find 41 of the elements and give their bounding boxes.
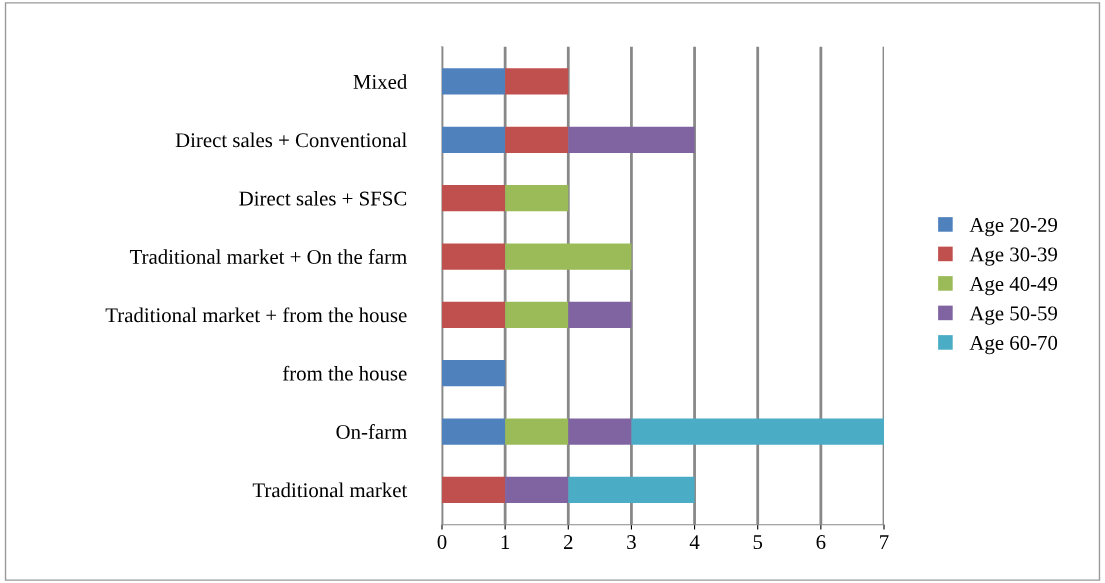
bar bbox=[442, 418, 506, 445]
x-tick-label: 3 bbox=[627, 535, 636, 550]
bar bbox=[568, 126, 695, 153]
bar bbox=[505, 185, 569, 212]
legend-label: Age 20-29 bbox=[969, 217, 1058, 237]
legend-label: Age 60-70 bbox=[969, 335, 1058, 355]
x-tick-label: 7 bbox=[880, 535, 889, 549]
legend-label: Age 40-49 bbox=[969, 276, 1058, 296]
y-tick-label: Traditional market + On the farm bbox=[129, 249, 407, 264]
legend-label: Age 50-59 bbox=[969, 306, 1058, 325]
bar bbox=[505, 68, 569, 95]
x-tick-label: 0 bbox=[437, 535, 447, 550]
y-tick-label: from the house bbox=[282, 365, 407, 381]
y-tick-label: Traditional market bbox=[252, 482, 408, 498]
y-tick-label: On-farm bbox=[336, 424, 407, 439]
bar bbox=[442, 243, 506, 270]
y-tick-label: Direct sales + SFSC bbox=[239, 190, 407, 206]
bar bbox=[568, 476, 695, 503]
bar bbox=[505, 243, 632, 270]
bar bbox=[442, 185, 506, 212]
y-tick-label: Mixed bbox=[353, 74, 408, 89]
bar bbox=[568, 301, 632, 328]
bar bbox=[442, 360, 506, 387]
bar bbox=[505, 126, 569, 153]
bar bbox=[442, 68, 506, 95]
bar bbox=[568, 418, 632, 445]
bar bbox=[442, 476, 506, 503]
x-tick-label: 6 bbox=[816, 535, 826, 550]
bar bbox=[505, 476, 569, 503]
x-tick-label: 5 bbox=[753, 535, 763, 550]
bar bbox=[505, 301, 569, 328]
x-tick-label: 4 bbox=[689, 535, 700, 549]
x-tick-label: 1 bbox=[501, 535, 510, 549]
bar bbox=[442, 301, 506, 328]
legend-label: Age 30-39 bbox=[969, 247, 1058, 266]
x-tick-label: 2 bbox=[563, 535, 573, 549]
y-tick-label: Direct sales + Conventional bbox=[175, 132, 407, 148]
bar bbox=[631, 418, 884, 445]
bar bbox=[442, 126, 506, 153]
y-tick-label: Traditional market + from the house bbox=[105, 307, 407, 323]
bar bbox=[505, 418, 569, 445]
